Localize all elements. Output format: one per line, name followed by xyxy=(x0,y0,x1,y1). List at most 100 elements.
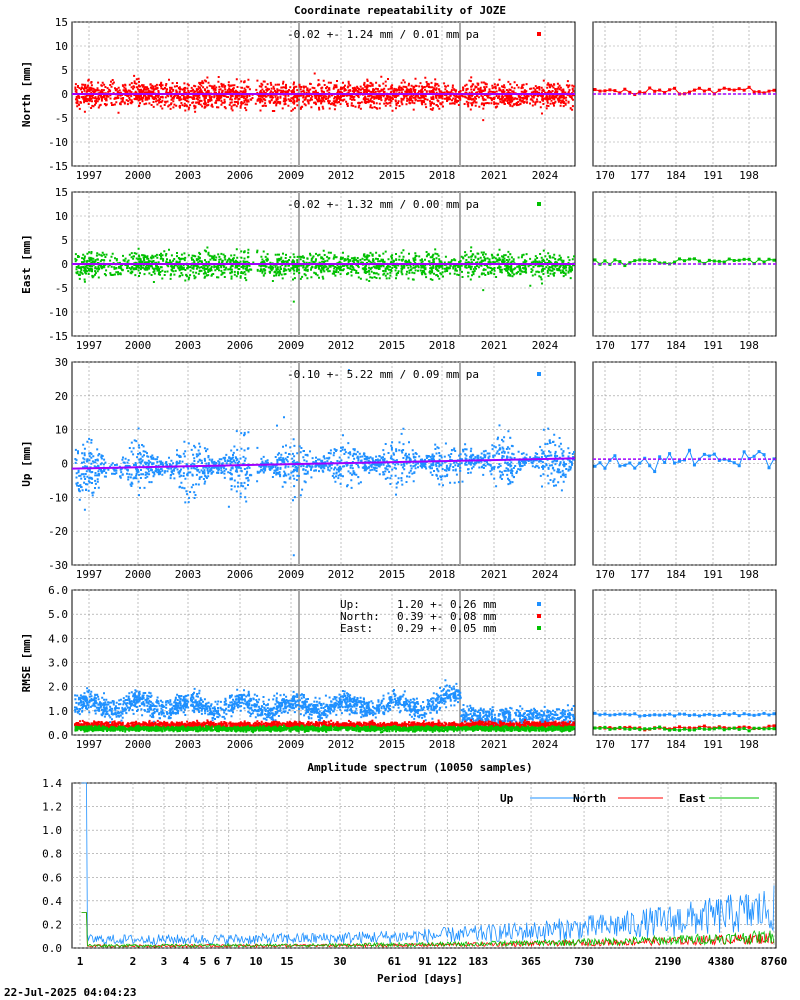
x-tick-label: 5 xyxy=(200,955,207,968)
spectrum-line-east xyxy=(81,912,775,949)
x-tick-label: 2024 xyxy=(532,169,559,182)
x-tick-label: 170 xyxy=(595,339,615,352)
recent-point xyxy=(732,726,736,730)
recent-point xyxy=(603,712,607,716)
x-tick-label: 2024 xyxy=(532,738,559,751)
recent-point xyxy=(727,727,731,731)
x-tick-label: 2021 xyxy=(481,169,508,182)
recent-point xyxy=(683,712,686,716)
x-tick-label: 184 xyxy=(666,339,686,352)
rmse-points-east xyxy=(74,724,576,734)
recent-point xyxy=(628,713,632,717)
recent-point xyxy=(707,87,711,91)
recent-point xyxy=(742,726,746,730)
recent-point xyxy=(762,453,766,457)
recent-point xyxy=(638,727,642,731)
x-tick-label: 2018 xyxy=(429,169,456,182)
y-tick-label: 0.4 xyxy=(42,895,62,908)
recent-point xyxy=(747,729,751,733)
x-tick-label: 2018 xyxy=(429,738,456,751)
recent-point xyxy=(593,88,597,92)
x-tick-label: 1997 xyxy=(76,169,103,182)
spectrum-x-axis-label: Period [days] xyxy=(377,972,463,985)
recent-point xyxy=(692,463,696,467)
spectrum-title: Amplitude spectrum (10050 samples) xyxy=(307,761,532,774)
y-tick-label: -10 xyxy=(48,136,68,149)
y-tick-label: 5 xyxy=(61,234,68,247)
recent-point xyxy=(603,259,607,263)
recent-point xyxy=(692,257,696,261)
x-tick-label: 2003 xyxy=(175,738,202,751)
recent-point xyxy=(747,257,751,261)
x-tick-label: 3 xyxy=(161,955,168,968)
y-tick-label: -5 xyxy=(55,282,68,295)
rmse-legend-value: 0.29 +- 0.05 mm xyxy=(397,622,497,635)
stats-marker xyxy=(537,202,541,206)
recent-point xyxy=(648,464,652,468)
y-tick-label: 1.0 xyxy=(42,824,62,837)
x-tick-label: 2009 xyxy=(278,339,305,352)
y-tick-label: -10 xyxy=(48,306,68,319)
x-tick-label: 184 xyxy=(666,568,686,581)
spectrum-line-north xyxy=(81,912,775,949)
recent-point xyxy=(608,713,612,717)
recent-point xyxy=(608,726,612,730)
x-tick-label: 2018 xyxy=(429,568,456,581)
recent-point xyxy=(643,258,647,262)
recent-point xyxy=(697,714,701,718)
recent-point xyxy=(638,726,642,730)
recent-point xyxy=(663,91,667,95)
recent-point xyxy=(623,727,627,731)
recent-point xyxy=(737,725,741,729)
x-tick-label: 2000 xyxy=(125,738,152,751)
recent-point xyxy=(613,713,617,717)
recent-point xyxy=(732,88,736,92)
x-tick-label: 2021 xyxy=(481,568,508,581)
recent-point xyxy=(692,728,696,732)
recent-point xyxy=(653,258,657,262)
y-axis-label: East [mm] xyxy=(20,234,33,294)
x-tick-label: 198 xyxy=(739,339,759,352)
recent-point xyxy=(643,714,647,718)
recent-point xyxy=(638,714,642,718)
y-tick-label: 15 xyxy=(55,186,68,199)
recent-point xyxy=(712,713,716,717)
recent-point xyxy=(722,728,726,732)
recent-point xyxy=(618,464,622,468)
x-tick-label: 2012 xyxy=(328,568,355,581)
recent-point xyxy=(683,727,686,731)
y-tick-label: 0 xyxy=(61,88,68,101)
recent-point xyxy=(658,713,662,717)
recent-point xyxy=(757,713,761,717)
x-tick-label: 2003 xyxy=(175,339,202,352)
panel-stats-annotation: -0.10 +- 5.22 mm / 0.09 mm pa xyxy=(287,368,479,381)
x-tick-label: 2021 xyxy=(481,738,508,751)
x-tick-label: 177 xyxy=(630,169,650,182)
x-tick-label: 2015 xyxy=(379,738,406,751)
recent-point xyxy=(687,448,691,452)
recent-point xyxy=(613,89,617,93)
y-tick-label: 15 xyxy=(55,16,68,29)
spectrum-frame xyxy=(71,782,777,949)
recent-point xyxy=(742,88,746,92)
rmse-legend-marker xyxy=(537,626,541,630)
recent-point xyxy=(603,466,607,470)
recent-point xyxy=(752,726,756,730)
recent-point xyxy=(653,470,657,474)
recent-point xyxy=(702,727,706,731)
y-tick-label: -15 xyxy=(48,160,68,173)
y-tick-label: 5.0 xyxy=(48,608,68,621)
y-tick-label: -15 xyxy=(48,330,68,343)
recent-point xyxy=(752,713,756,717)
x-tick-label: 2021 xyxy=(481,339,508,352)
recent-point xyxy=(727,713,731,717)
x-tick-label: 198 xyxy=(739,169,759,182)
recent-point xyxy=(767,727,771,731)
y-tick-label: 4.0 xyxy=(48,632,68,645)
recent-point xyxy=(707,727,711,731)
recent-point xyxy=(623,264,627,268)
recent-point xyxy=(613,258,617,262)
x-tick-label: 15 xyxy=(280,955,293,968)
recent-point xyxy=(658,725,662,729)
recent-point xyxy=(722,726,726,730)
